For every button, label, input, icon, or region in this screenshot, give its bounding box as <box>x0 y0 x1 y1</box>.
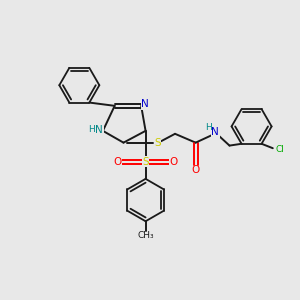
Text: S: S <box>142 157 149 167</box>
Text: N: N <box>212 127 219 137</box>
Text: N: N <box>95 125 103 135</box>
Text: H: H <box>88 125 95 134</box>
Text: O: O <box>113 157 122 167</box>
Text: O: O <box>191 165 200 175</box>
Text: H: H <box>205 123 212 132</box>
Text: Cl: Cl <box>275 145 284 154</box>
Text: N: N <box>141 99 149 110</box>
Text: O: O <box>169 157 178 167</box>
Text: S: S <box>154 138 161 148</box>
Text: CH₃: CH₃ <box>137 232 154 241</box>
